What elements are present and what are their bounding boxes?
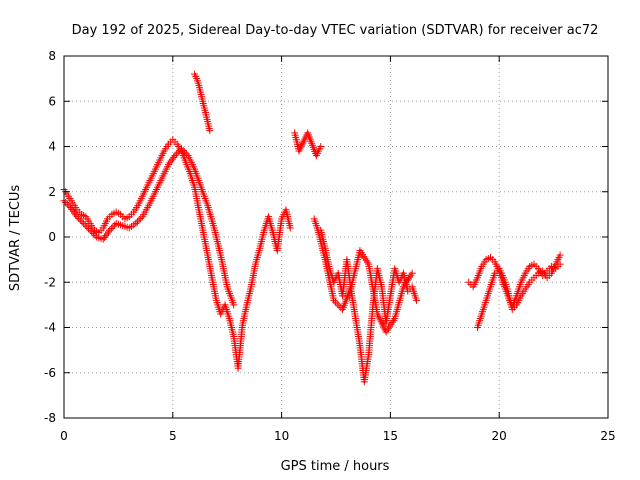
- y-tick-label: -4: [44, 321, 56, 335]
- x-tick-label: 5: [169, 429, 177, 443]
- data-point: [100, 233, 108, 241]
- data-point: [103, 230, 111, 238]
- data-point: [72, 211, 80, 219]
- y-tick-label: 4: [48, 140, 56, 154]
- data-point: [78, 218, 86, 226]
- x-tick-label: 25: [600, 429, 615, 443]
- data-point: [330, 296, 338, 304]
- data-point: [164, 161, 172, 169]
- y-tick-labels: -8 -6 -4 -2 0 2 4 6 8: [44, 49, 56, 425]
- chart-title: Day 192 of 2025, Sidereal Day-to-day VTE…: [72, 23, 599, 38]
- y-tick-label: 6: [48, 94, 56, 108]
- data-point: [111, 221, 119, 229]
- data-point: [206, 127, 214, 135]
- data-point: [89, 230, 97, 238]
- data-point: [88, 228, 96, 236]
- data-point: [168, 155, 176, 163]
- x-tick-label: 20: [492, 429, 507, 443]
- y-tick-label: 2: [48, 185, 56, 199]
- grid-lines: [64, 56, 608, 418]
- data-point: [170, 153, 178, 161]
- data-point: [83, 223, 91, 231]
- data-points: [60, 70, 564, 386]
- data-point: [133, 218, 141, 226]
- data-point: [109, 223, 117, 231]
- data-point: [84, 225, 92, 233]
- axis-ticks: [63, 55, 609, 419]
- y-tick-label: -6: [44, 366, 56, 380]
- data-point: [137, 214, 145, 222]
- y-axis-label: SDTVAR / TECUs: [8, 185, 23, 292]
- data-point: [75, 214, 83, 222]
- data-point: [81, 221, 89, 229]
- y-tick-label: 8: [48, 49, 56, 63]
- x-tick-label: 0: [60, 429, 68, 443]
- data-point: [174, 148, 182, 156]
- y-tick-label: -8: [44, 411, 56, 425]
- data-point: [91, 231, 99, 239]
- data-point: [65, 202, 73, 210]
- data-point: [556, 251, 564, 259]
- data-point: [86, 226, 94, 234]
- data-point: [178, 145, 186, 153]
- data-point: [166, 159, 174, 167]
- data-point: [167, 157, 175, 165]
- data-point: [132, 219, 140, 227]
- x-tick-label: 10: [274, 429, 289, 443]
- data-point: [173, 150, 181, 158]
- data-point: [182, 150, 190, 158]
- x-axis-label: GPS time / hours: [281, 459, 390, 474]
- y-tick-label: -2: [44, 275, 56, 289]
- data-point: [99, 235, 107, 243]
- data-point: [68, 205, 76, 213]
- data-point: [70, 209, 78, 217]
- data-point: [106, 226, 114, 234]
- data-point: [76, 216, 84, 224]
- data-point: [63, 200, 71, 208]
- data-point: [107, 225, 115, 233]
- x-tick-labels: 0 5 10 15 20 25: [60, 429, 615, 443]
- data-point: [332, 298, 340, 306]
- data-point: [317, 143, 325, 150]
- data-point: [286, 224, 294, 232]
- data-point: [408, 269, 416, 277]
- data-point: [104, 228, 112, 236]
- data-point: [73, 213, 81, 221]
- data-point: [67, 204, 75, 212]
- data-point: [181, 148, 189, 156]
- data-point: [179, 146, 187, 154]
- data-point: [102, 232, 110, 240]
- y-tick-label: 0: [48, 230, 56, 244]
- data-point: [230, 301, 238, 309]
- x-tick-label: 15: [383, 429, 398, 443]
- data-point: [69, 207, 77, 215]
- data-point: [135, 216, 143, 224]
- data-point: [80, 219, 88, 227]
- data-point: [62, 198, 70, 206]
- data-point: [333, 300, 341, 308]
- data-point: [171, 152, 179, 160]
- data-point: [413, 296, 421, 304]
